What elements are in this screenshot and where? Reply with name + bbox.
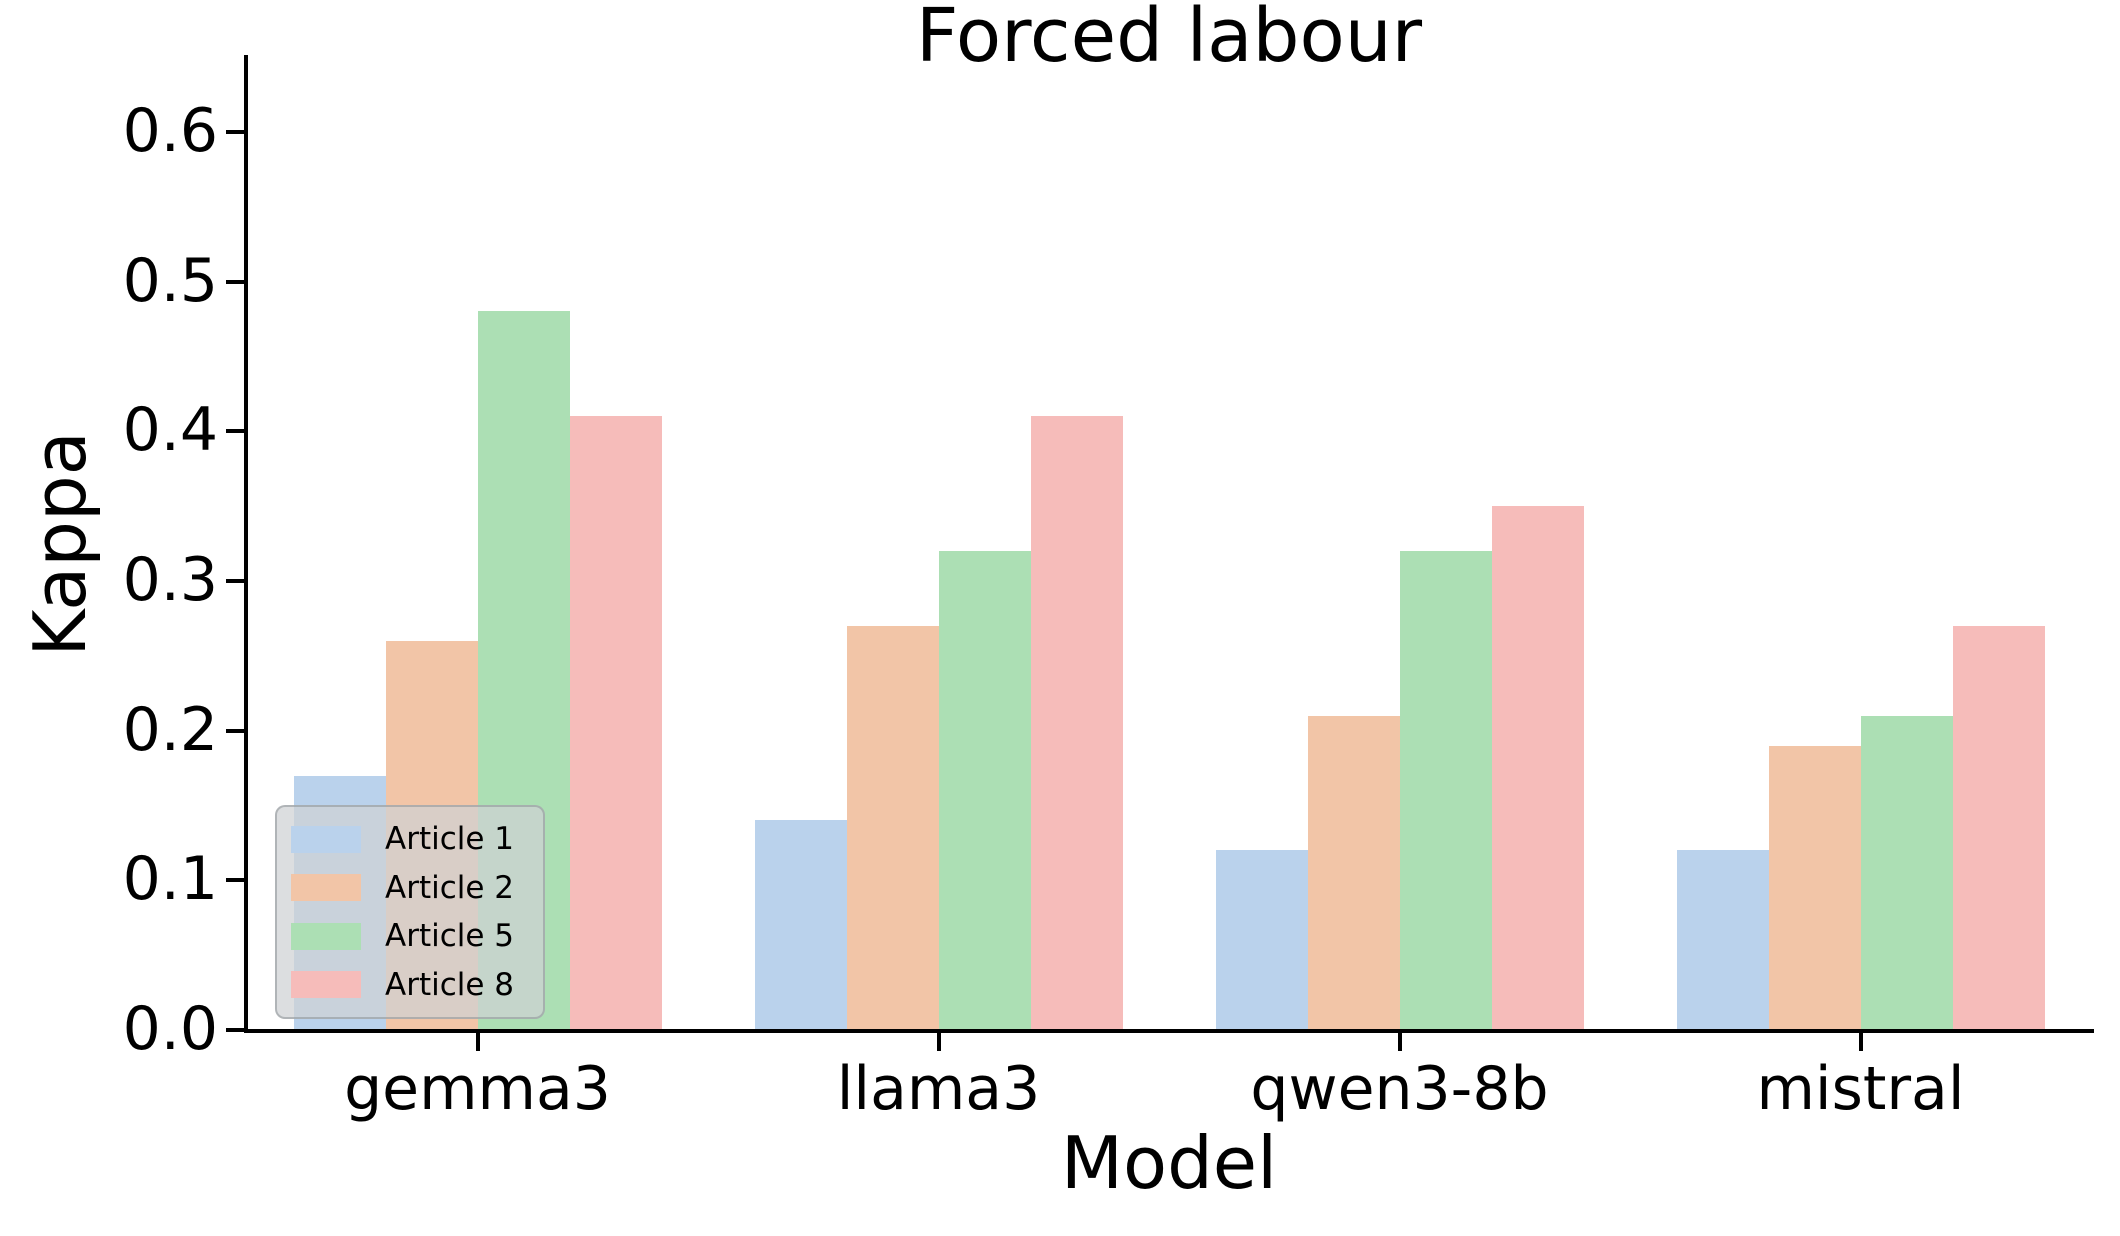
legend-item-article-2: Article 2 xyxy=(291,870,529,906)
x-tick-label-gemma3: gemma3 xyxy=(344,1054,611,1124)
x-tick-mistral xyxy=(1858,1033,1863,1051)
x-axis-label: Model xyxy=(1060,1121,1278,1205)
legend-swatch-icon xyxy=(291,971,361,999)
x-tick-gemma3 xyxy=(475,1033,480,1051)
y-tick-label-0.4: 0.4 xyxy=(122,395,218,466)
y-tick-label-0.2: 0.2 xyxy=(122,694,218,765)
legend-label: Article 8 xyxy=(385,966,515,1003)
bar-article-8-gemma3 xyxy=(569,416,662,1030)
legend-swatch-icon xyxy=(291,825,361,853)
x-tick-label-mistral: mistral xyxy=(1756,1054,1965,1124)
y-tick-0.5 xyxy=(226,279,244,284)
x-tick-qwen3-8b xyxy=(1397,1033,1402,1051)
y-tick-0.1 xyxy=(226,878,244,883)
legend-item-article-5: Article 5 xyxy=(291,918,529,954)
bar-article-1-mistral xyxy=(1676,850,1769,1030)
legend-label: Article 1 xyxy=(385,821,515,858)
legend-swatch-icon xyxy=(291,874,361,902)
legend-label: Article 2 xyxy=(385,869,515,906)
bar-article-8-llama3 xyxy=(1030,416,1123,1030)
y-tick-label-0.1: 0.1 xyxy=(122,844,218,915)
bar-article-8-mistral xyxy=(1952,625,2045,1030)
bar-article-1-qwen3-8b xyxy=(1215,850,1308,1030)
x-tick-label-llama3: llama3 xyxy=(836,1054,1041,1124)
y-tick-label-0.5: 0.5 xyxy=(122,245,218,316)
y-axis-label-text: Kappa xyxy=(18,430,103,657)
legend-item-article-8: Article 8 xyxy=(291,967,529,1003)
bar-article-2-llama3 xyxy=(846,625,939,1030)
y-tick-label-0.0: 0.0 xyxy=(122,994,218,1064)
bar-article-2-qwen3-8b xyxy=(1307,715,1400,1030)
legend-label: Article 5 xyxy=(385,918,515,955)
y-tick-0.0 xyxy=(226,1028,244,1032)
bar-article-2-mistral xyxy=(1768,745,1861,1030)
bar-article-5-qwen3-8b xyxy=(1399,550,1492,1030)
y-axis-spine xyxy=(244,55,248,1033)
y-tick-0.6 xyxy=(226,129,244,134)
y-tick-label-0.6: 0.6 xyxy=(122,95,218,166)
legend-item-article-1: Article 1 xyxy=(291,821,529,857)
y-tick-0.3 xyxy=(226,578,244,583)
y-tick-0.2 xyxy=(226,728,244,733)
bar-article-5-llama3 xyxy=(938,550,1031,1030)
x-tick-llama3 xyxy=(936,1033,941,1051)
x-tick-label-qwen3-8b: qwen3-8b xyxy=(1250,1054,1549,1124)
bar-article-8-qwen3-8b xyxy=(1491,506,1584,1030)
legend: Article 1 Article 2 Article 5 Article 8 xyxy=(275,805,545,1019)
chart-title: Forced labour xyxy=(915,0,1423,79)
legend-swatch-icon xyxy=(291,922,361,950)
y-tick-0.4 xyxy=(226,429,244,434)
y-tick-label-0.3: 0.3 xyxy=(122,544,218,615)
bar-article-1-llama3 xyxy=(754,820,847,1030)
bar-article-5-mistral xyxy=(1860,715,1953,1030)
x-axis-spine xyxy=(244,1029,2094,1033)
